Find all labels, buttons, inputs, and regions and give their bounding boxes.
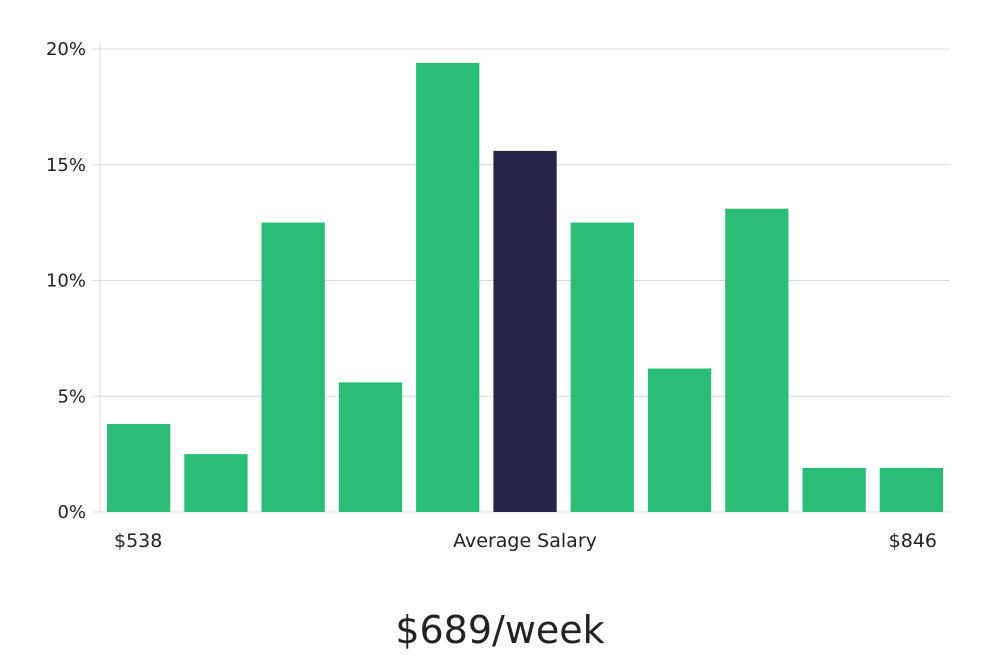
average-salary-value: $689/week <box>395 608 605 652</box>
bar <box>416 62 480 513</box>
bar <box>570 222 634 512</box>
bar <box>107 424 171 512</box>
y-tick-label: 20% <box>46 39 86 60</box>
bar <box>647 368 712 512</box>
x-min-label: $538 <box>114 530 162 552</box>
bar-average-salary <box>493 150 557 512</box>
bar <box>338 382 403 512</box>
y-tick-label: 5% <box>57 386 86 407</box>
bar <box>879 468 943 512</box>
y-axis: 0% 5% 10% 15% 20% <box>46 39 86 523</box>
bar <box>802 468 866 512</box>
y-tick-label: 0% <box>57 502 86 523</box>
bar <box>184 454 248 512</box>
y-tick-label: 10% <box>46 271 86 292</box>
x-center-label: Average Salary <box>453 530 597 552</box>
bar <box>261 222 325 512</box>
bars <box>107 62 943 513</box>
salary-histogram: 0% 5% 10% 15% 20% $538 Average Salary $846 <box>46 39 950 552</box>
x-max-label: $846 <box>889 530 937 552</box>
y-tick-label: 15% <box>46 155 86 176</box>
bar <box>725 208 789 512</box>
